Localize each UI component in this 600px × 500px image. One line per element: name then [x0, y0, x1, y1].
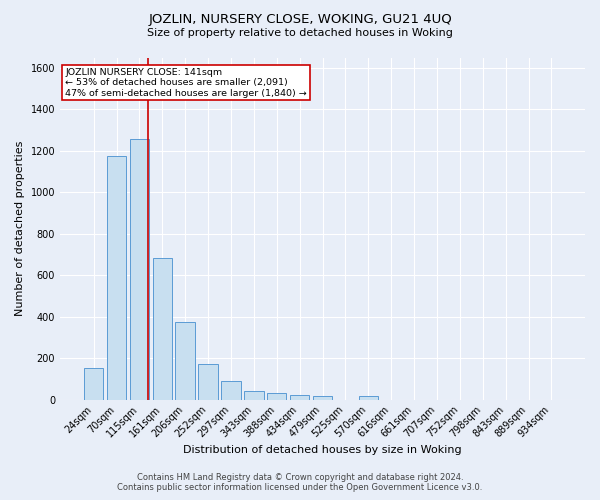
Bar — [267, 394, 286, 400]
Text: Contains HM Land Registry data © Crown copyright and database right 2024.
Contai: Contains HM Land Registry data © Crown c… — [118, 473, 482, 492]
X-axis label: Distribution of detached houses by size in Woking: Distribution of detached houses by size … — [183, 445, 462, 455]
Text: JOZLIN NURSERY CLOSE: 141sqm
← 53% of detached houses are smaller (2,091)
47% of: JOZLIN NURSERY CLOSE: 141sqm ← 53% of de… — [65, 68, 307, 98]
Bar — [244, 392, 263, 400]
Text: Size of property relative to detached houses in Woking: Size of property relative to detached ho… — [147, 28, 453, 38]
Bar — [199, 364, 218, 400]
Bar — [84, 368, 103, 400]
Bar — [221, 381, 241, 400]
Bar — [359, 396, 378, 400]
Bar — [152, 258, 172, 400]
Bar — [107, 156, 126, 400]
Bar — [175, 322, 195, 400]
Bar — [130, 140, 149, 400]
Y-axis label: Number of detached properties: Number of detached properties — [15, 141, 25, 316]
Bar — [290, 396, 310, 400]
Text: JOZLIN, NURSERY CLOSE, WOKING, GU21 4UQ: JOZLIN, NURSERY CLOSE, WOKING, GU21 4UQ — [148, 12, 452, 26]
Bar — [313, 396, 332, 400]
